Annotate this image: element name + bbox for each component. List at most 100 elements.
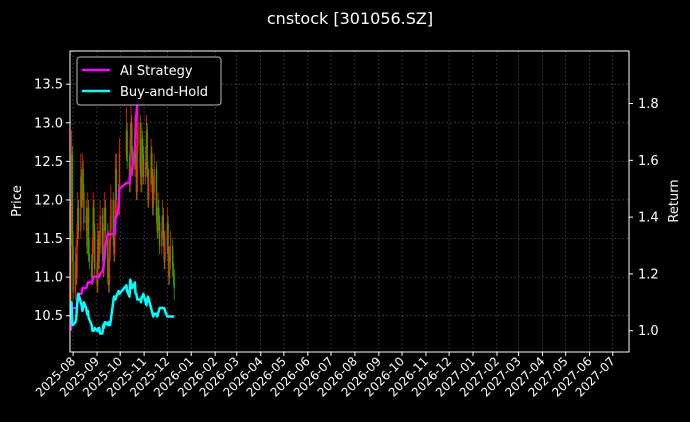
candle-body	[82, 169, 84, 193]
candle-body	[71, 153, 74, 247]
legend: AI Strategy Buy-and-Hold	[76, 56, 222, 106]
candle-body	[70, 215, 72, 301]
y-axis-label-right: Return	[667, 179, 682, 222]
candle-body	[168, 253, 170, 278]
candle-body	[76, 238, 78, 278]
candle-body	[81, 169, 84, 200]
candle-body	[114, 169, 117, 216]
candle-body	[126, 130, 128, 162]
candle-body	[164, 246, 166, 262]
candle-body	[92, 207, 94, 254]
candle-body	[137, 122, 139, 146]
candle-body	[167, 223, 169, 254]
left-y-tick-label: 11.0	[34, 271, 63, 286]
candle-body	[152, 192, 155, 208]
candle-body	[171, 246, 174, 270]
candle-body	[162, 215, 165, 239]
candle-body	[77, 207, 80, 231]
candle-body	[107, 230, 109, 278]
candle-body	[168, 261, 171, 278]
candle-body	[139, 122, 141, 170]
candle-body	[86, 215, 88, 247]
chart-title: cnstock [301056.SZ]	[267, 9, 433, 28]
right-y-tick-label: 1.4	[638, 211, 659, 226]
candle-body	[91, 253, 94, 278]
candle-body	[115, 169, 118, 200]
candle-body	[151, 176, 154, 208]
candle-body	[97, 238, 100, 262]
candle-body	[148, 184, 150, 200]
candle-body	[147, 169, 149, 200]
candle-body	[161, 215, 164, 231]
candle-body	[140, 169, 142, 185]
candle-body	[156, 215, 158, 231]
candle-body	[110, 199, 112, 231]
candle-body	[93, 207, 95, 231]
candle-body	[129, 138, 131, 185]
candle-body	[146, 130, 148, 170]
left-y-tick-label: 13.5	[34, 78, 63, 93]
candle-body	[87, 207, 90, 254]
candle-body	[157, 207, 159, 231]
candle-body	[97, 238, 99, 285]
candle-body	[141, 138, 143, 185]
candle-body	[173, 277, 175, 289]
candle-body	[161, 230, 163, 247]
candle-body	[90, 261, 93, 278]
candle-body	[108, 253, 111, 285]
candle-body	[151, 153, 153, 177]
candle-body	[144, 161, 147, 177]
right-y-axis-ticks: 1.0 1.2 1.4 1.6 1.8	[629, 97, 659, 339]
candle-body	[172, 269, 175, 278]
candle-body	[83, 192, 85, 224]
plot-frame	[69, 50, 630, 353]
candle-body	[112, 199, 114, 239]
candle-body	[85, 215, 87, 224]
candle-body	[88, 253, 91, 262]
candle-body	[169, 246, 172, 262]
candle-body	[142, 153, 145, 177]
candle-body	[98, 246, 101, 262]
candle-body	[158, 207, 160, 224]
left-y-tick-label: 10.5	[34, 309, 63, 324]
left-y-axis-ticks: 10.5 11.0 11.5 12.0 12.5 13.0 13.5	[34, 78, 70, 324]
candle-body	[75, 261, 77, 278]
candle-body	[104, 207, 106, 224]
candle-body	[158, 223, 161, 247]
series-line-buy-and-hold	[69, 278, 175, 335]
candle-body	[101, 215, 104, 254]
legend-frame	[76, 56, 222, 106]
candle-body	[136, 145, 138, 193]
right-y-tick-label: 1.8	[638, 97, 659, 112]
candle-body	[107, 277, 110, 285]
candle-body	[80, 176, 82, 231]
left-y-tick-label: 13.0	[34, 116, 63, 131]
left-y-tick-label: 12.5	[34, 155, 63, 170]
candle-body	[94, 230, 96, 270]
right-y-tick-label: 1.6	[638, 154, 659, 169]
y-axis-label-left: Price	[10, 185, 25, 217]
candle-body	[155, 169, 158, 216]
candle-body	[166, 223, 168, 247]
candle-body	[150, 153, 152, 185]
candle-body	[131, 122, 133, 154]
candle-body	[99, 215, 101, 247]
candle-body	[128, 161, 131, 185]
candle-body	[104, 207, 107, 231]
candle-body	[74, 261, 77, 293]
candle-body	[113, 238, 115, 254]
left-y-tick-label: 11.5	[34, 232, 63, 247]
candle-body	[72, 246, 74, 293]
candle-body	[125, 130, 128, 154]
legend-label-buy-and-hold: Buy-and-Hold	[120, 85, 208, 100]
candle-body	[70, 153, 73, 216]
candle-body	[163, 238, 165, 262]
candle-body	[145, 130, 148, 162]
candle-body	[130, 122, 132, 139]
legend-label-ai-strategy: AI Strategy	[120, 64, 193, 79]
candle-body	[80, 176, 83, 200]
candle-body	[77, 207, 79, 239]
candlestick-series	[70, 99, 175, 316]
candle-body	[118, 153, 121, 208]
